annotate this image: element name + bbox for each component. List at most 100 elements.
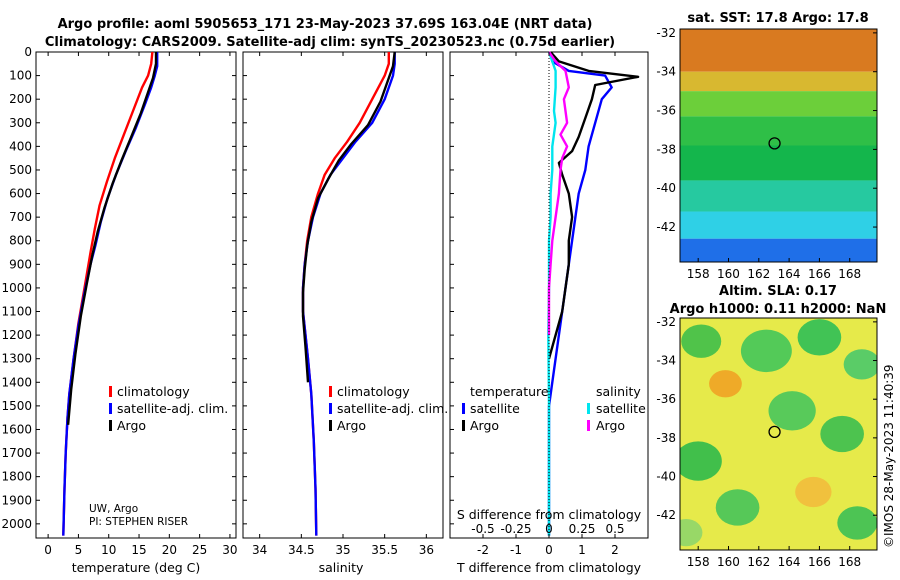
x-tick-label: 20 [162, 543, 177, 557]
x-tick-label: 0 [545, 543, 553, 557]
temperature-legend: climatology satellite-adj. clim. Argo [109, 384, 228, 433]
sst-band [680, 145, 877, 181]
y-tick-label: 0 [24, 45, 32, 59]
x-tick-label: -2 [477, 543, 489, 557]
sst-band [680, 29, 877, 72]
x2-tick-label: -0.25 [500, 522, 531, 536]
legend-argo-label: Argo [337, 418, 366, 433]
temperature-plot: 0 5 10 15 20 25 30 [44, 51, 238, 557]
lon-tick-label: 162 [747, 267, 770, 281]
legend-t-argo-swatch [462, 420, 465, 431]
lon-tick-label: 160 [717, 555, 740, 569]
x2-tick-label: 0.25 [569, 522, 596, 536]
difference-legend: temperature satellite Argo salinity sate… [462, 384, 646, 433]
sla-anomaly [795, 476, 832, 508]
salinity-panel-frame [242, 51, 444, 539]
difference-x2label: S difference from climatology [457, 507, 642, 522]
sst-band [680, 116, 877, 146]
sst-band [680, 211, 877, 239]
legend-argo-swatch [109, 420, 112, 431]
y-tick-label: 1100 [1, 305, 32, 319]
sst-band [680, 238, 877, 262]
salinity-plot: 34 34.5 35 35.5 36 [252, 51, 434, 557]
lat-tick-label: -34 [656, 354, 676, 368]
map-image [680, 29, 877, 262]
legend-argo-swatch [329, 420, 332, 431]
legend-satellite-label: satellite-adj. clim. [337, 401, 448, 416]
lon-tick-label: 158 [687, 555, 710, 569]
legend-t-argo-label: Argo [470, 418, 499, 433]
figure-title-line2: Climatology: CARS2009. Satellite-adj cli… [45, 35, 615, 50]
lat-tick-label: -40 [656, 181, 676, 195]
sla-anomaly [740, 329, 792, 373]
figure-title-line1: Argo profile: aoml 5905653_171 23-May-20… [58, 17, 593, 32]
x-tick-label: 35 [335, 543, 350, 557]
x2-tick-label: -0.5 [471, 522, 494, 536]
y-tick-label: 1900 [1, 493, 32, 507]
series-line-2 [301, 51, 396, 383]
x-tick-label: 2 [611, 543, 619, 557]
sla-map: 158 160 162 164 166 168 -32 -34 -36 -38 -40 -42 [656, 315, 878, 569]
sla-map-title: Altim. SLA: 0.17 [719, 284, 837, 299]
sla-anomaly [837, 506, 877, 540]
sla-anomaly [709, 370, 742, 398]
series-line-3 [547, 51, 570, 336]
legend-salinity-title: salinity [596, 384, 641, 399]
legend-climatology-label: climatology [337, 384, 410, 399]
sla-anomaly [797, 319, 842, 356]
legend-s-argo-swatch [587, 420, 590, 431]
temperature-xlabel: temperature (deg C) [72, 560, 201, 575]
x-tick-label: 36 [419, 543, 434, 557]
y-tick-label: 1400 [1, 375, 32, 389]
series-line-0 [547, 51, 613, 536]
lat-tick-label: -34 [656, 65, 676, 79]
lon-tick-label: 166 [808, 555, 831, 569]
salinity-xlabel: salinity [319, 560, 364, 575]
y-tick-label: 400 [9, 139, 32, 153]
credit-line1: UW, Argo [89, 503, 138, 515]
sst-map: 158 160 162 164 166 168 -32 -34 -36 -38 -40 -42 [656, 26, 878, 281]
legend-satellite-label: satellite-adj. clim. [117, 401, 228, 416]
argo-location-marker [768, 137, 781, 150]
map-image [680, 318, 877, 550]
credit-line2: PI: STEPHEN RISER [89, 516, 188, 528]
series-line-2 [66, 52, 158, 425]
y-tick-label: 1200 [1, 328, 32, 342]
x-tick-label: 15 [131, 543, 146, 557]
x2-tick-label: 0 [545, 522, 553, 536]
lat-tick-label: -38 [656, 142, 676, 156]
legend-t-satellite-swatch [462, 403, 465, 414]
y-tick-label: 900 [9, 257, 32, 271]
y-tick-label: 2000 [1, 517, 32, 531]
lat-tick-label: -40 [656, 470, 676, 484]
lon-tick-label: 168 [838, 267, 861, 281]
lat-tick-label: -36 [656, 104, 676, 118]
legend-t-satellite-label: satellite [470, 401, 520, 416]
salinity-legend: climatology satellite-adj. clim. Argo [329, 384, 448, 433]
y-tick-label: 1300 [1, 352, 32, 366]
x-tick-label: 34 [252, 543, 267, 557]
legend-s-argo-label: Argo [596, 418, 625, 433]
legend-satellite-swatch [109, 403, 112, 414]
x-tick-label: 10 [101, 543, 116, 557]
y-tick-label: 100 [9, 69, 32, 83]
lat-tick-label: -38 [656, 431, 676, 445]
sst-band [680, 91, 877, 117]
difference-xlabel: T difference from climatology [456, 560, 642, 575]
y-tick-label: 200 [9, 92, 32, 106]
lat-tick-label: -32 [656, 315, 676, 329]
imos-timestamp: ©IMOS 28-May-2023 11:40:39 [882, 364, 896, 548]
sla-anomaly [715, 489, 760, 526]
sla-map-subtitle: Argo h1000: 0.11 h2000: NaN [670, 302, 887, 317]
lon-tick-label: 162 [747, 555, 770, 569]
difference-plot: -2 -1 0 1 2 -0.5 -0.25 0 0.25 0.5 [471, 51, 640, 557]
x-tick-label: 34.5 [288, 543, 315, 557]
lon-tick-label: 166 [808, 267, 831, 281]
x-tick-label: 25 [192, 543, 207, 557]
lon-tick-label: 164 [778, 267, 801, 281]
lat-tick-label: -42 [656, 220, 676, 234]
x-tick-label: 5 [75, 543, 83, 557]
x-tick-label: 1 [578, 543, 586, 557]
x-tick-label: -1 [510, 543, 522, 557]
